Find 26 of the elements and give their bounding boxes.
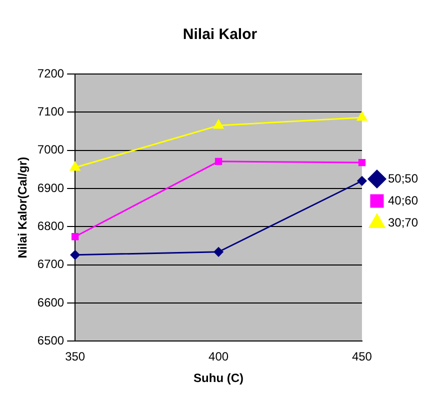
point [72,233,79,240]
legend-label: 40;60 [388,193,418,208]
point [214,158,222,165]
legend-label: 50;50 [388,171,418,186]
x-tick-label: 450 [352,350,372,364]
x-tick-label: 400 [208,350,229,364]
x-axis-title: Suhu (C) [194,371,244,386]
chart-title: Nilai Kalor [182,26,258,44]
y-tick-label: 6800 [37,219,64,233]
y-tick-label: 7100 [37,104,64,118]
y-tick-label: 7000 [37,142,64,157]
legend-label: 30;70 [388,215,418,230]
y-tick-label: 7200 [37,66,64,80]
point [70,250,80,260]
y-axis-title: Nilai Kalor(Cal/gr) [16,156,30,258]
point [356,112,368,121]
y-tick-label: 6900 [37,180,64,195]
y-tick-label: 6600 [37,295,64,310]
y-tick-label: 6700 [37,257,64,272]
point [357,176,367,186]
y-tick-label: 6500 [37,334,64,348]
x-tick-label: 350 [65,350,86,364]
point [213,120,224,129]
point [214,247,224,257]
point [358,158,366,166]
point [70,162,80,171]
